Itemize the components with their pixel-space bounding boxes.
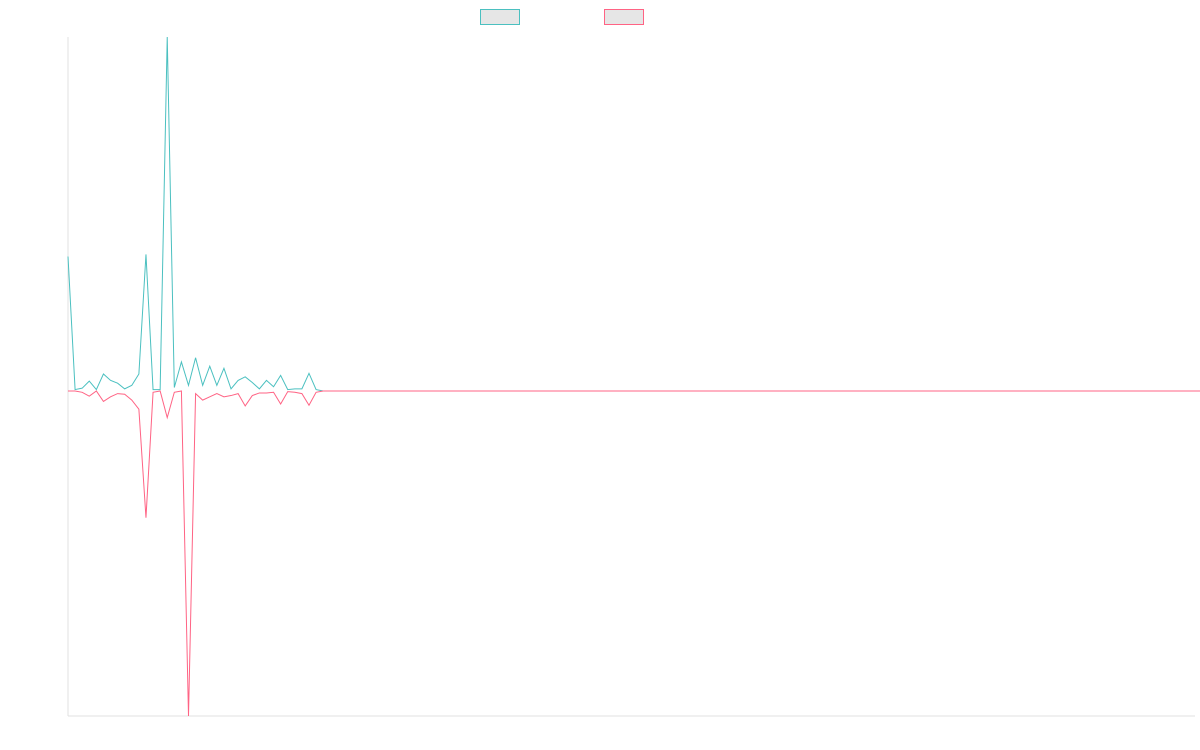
legend-swatch-series-2[interactable] — [604, 9, 644, 25]
series-1-line — [67, 36, 1195, 392]
series-2-line — [68, 390, 1200, 717]
series-layer — [67, 36, 1200, 717]
legend-swatch-series-1[interactable] — [480, 9, 520, 25]
